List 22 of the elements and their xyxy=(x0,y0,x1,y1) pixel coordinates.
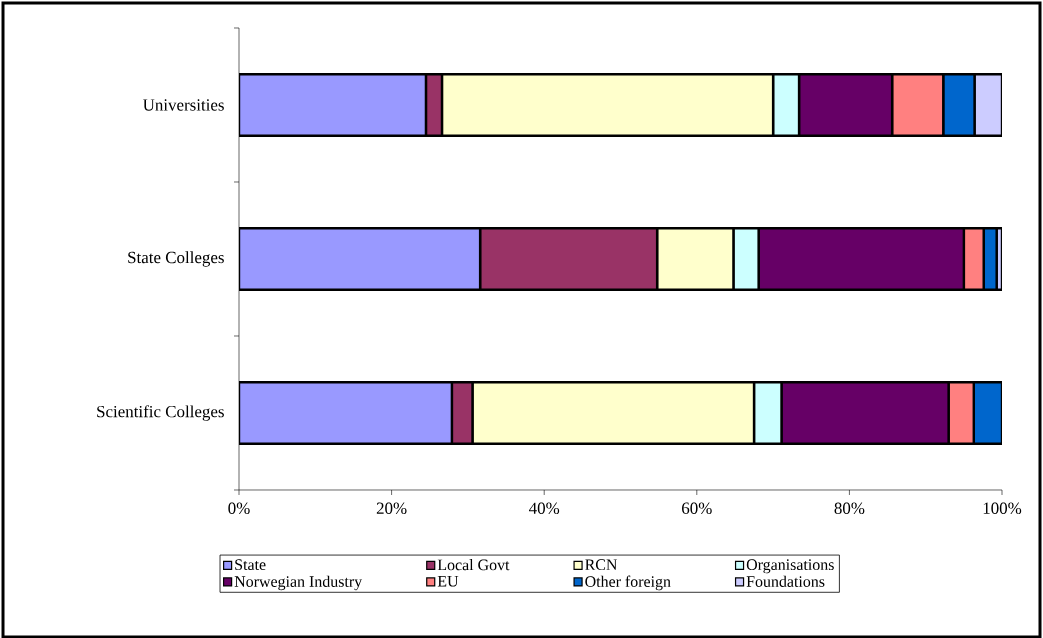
legend-label: Organisations xyxy=(746,559,834,574)
legend-label: Local Govt xyxy=(437,558,510,571)
y-tick-label: Scientific Colleges xyxy=(97,404,224,421)
bar xyxy=(239,380,454,445)
legend-label: Norwegian Industry xyxy=(234,575,363,590)
y-tick-label: Universities xyxy=(143,99,224,111)
legend-label: RCN xyxy=(585,559,618,570)
x-tick-label: 80% xyxy=(834,502,865,514)
y-tick-label: State Colleges xyxy=(128,251,224,267)
x-tick-label: 60% xyxy=(682,502,712,514)
x-tick-label: 100% xyxy=(983,502,1022,514)
legend-label: Foundations xyxy=(746,575,825,587)
bar xyxy=(239,226,482,291)
bar xyxy=(239,72,428,137)
x-tick-label: 0% xyxy=(228,502,250,514)
legend-label: EU xyxy=(437,575,459,587)
x-tick-label: 20% xyxy=(376,502,407,514)
legend-label: State xyxy=(235,559,266,570)
bar xyxy=(972,380,1003,445)
legend-label: Other foreign xyxy=(585,575,671,591)
x-tick-label: 40% xyxy=(529,502,560,514)
bar xyxy=(942,72,976,137)
